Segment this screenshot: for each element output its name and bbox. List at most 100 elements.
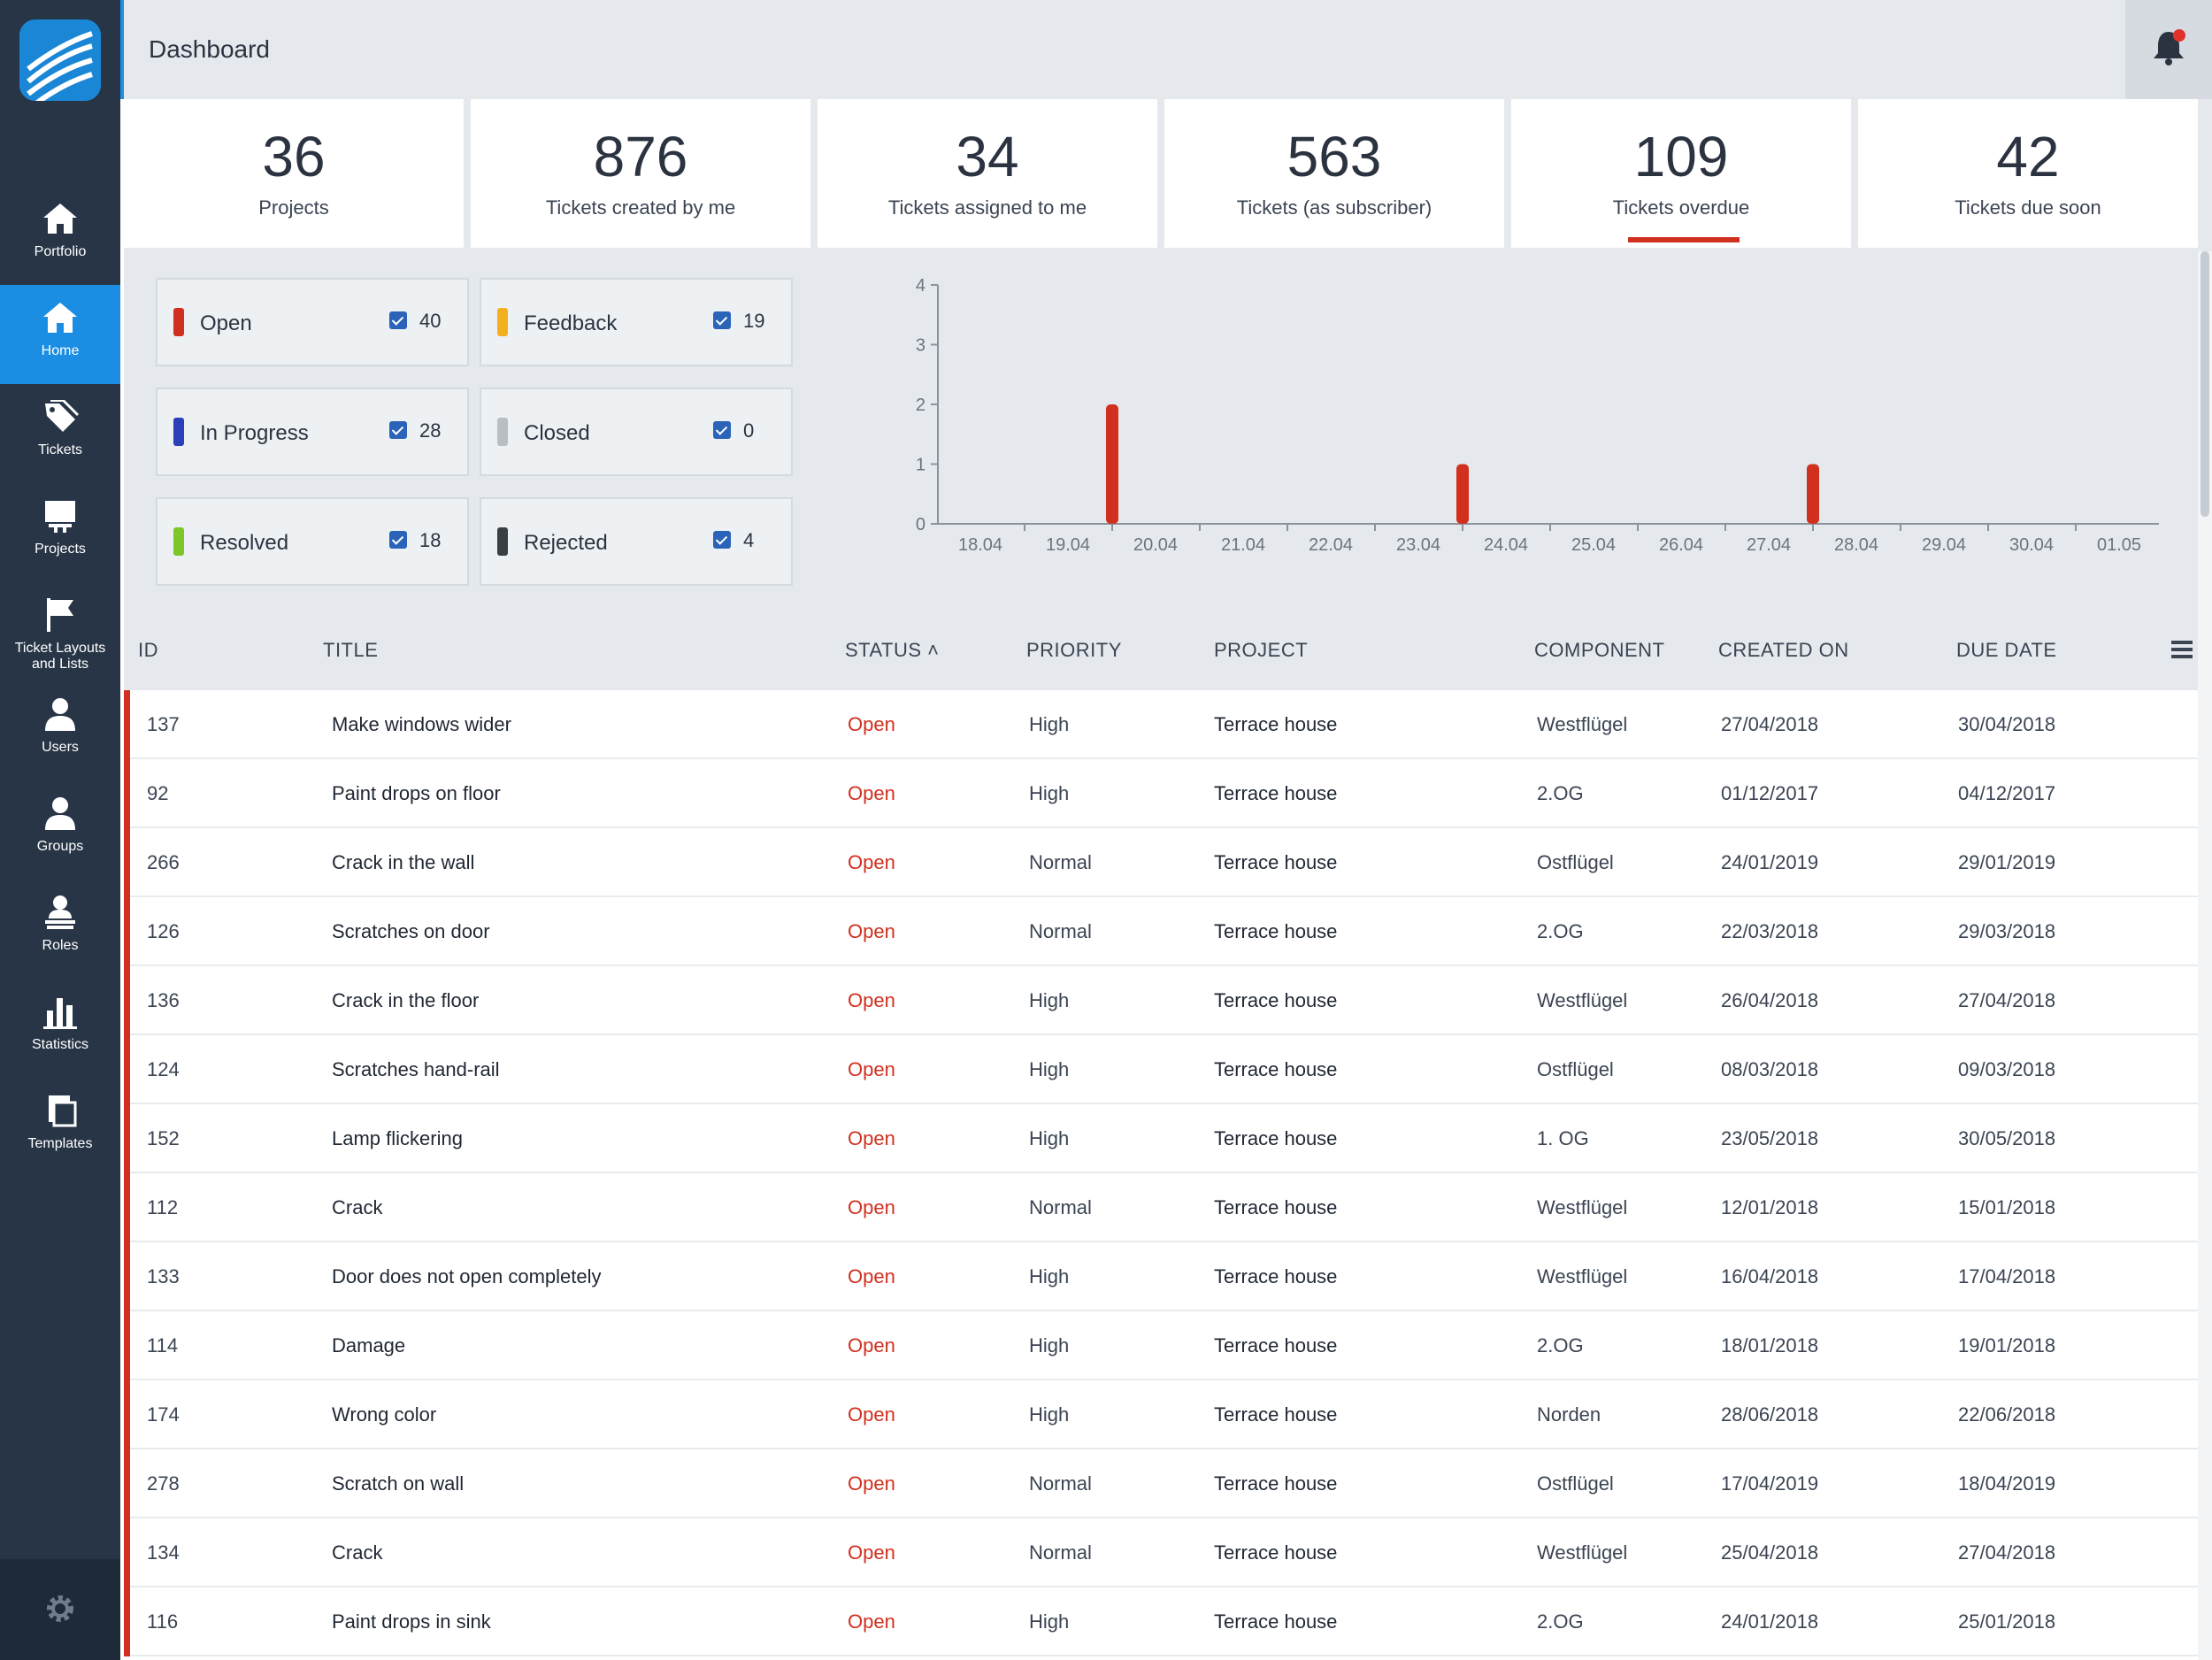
row-status-edge [124, 1587, 130, 1656]
scrollbar-thumb[interactable] [2200, 251, 2209, 517]
cell-created: 25/04/2018 [1721, 1541, 1819, 1564]
status-checkbox[interactable] [713, 531, 731, 549]
sidebar-item-templates[interactable]: Templates [0, 1078, 120, 1177]
sidebar-item-statistics[interactable]: Statistics [0, 979, 120, 1078]
status-checkbox[interactable] [389, 311, 407, 329]
cell-component: Westflügel [1537, 1196, 1628, 1218]
sidebar-item-projects[interactable]: Projects [0, 483, 120, 582]
gear-icon[interactable] [42, 1591, 78, 1626]
status-filter-in-progress[interactable]: In Progress 28 [156, 388, 469, 476]
cell-status: Open [848, 1334, 895, 1356]
user-icon [40, 694, 81, 734]
column-header-project[interactable]: PROJECT [1214, 639, 1309, 661]
table-row[interactable]: 92 Paint drops on floor Open High Terrace ho… [124, 759, 2198, 828]
table-row[interactable]: 136 Crack in the floor Open High Terrace hou… [124, 966, 2198, 1035]
y-tick-label: 3 [916, 336, 926, 356]
sidebar-item-portfolio[interactable]: Portfolio [0, 186, 120, 285]
status-count: 28 [419, 419, 442, 442]
sidebar-item-home[interactable]: Home [0, 285, 120, 384]
stat-tile-tickets-as-subscriber[interactable]: 563 Tickets (as subscriber) [1164, 99, 1504, 248]
cell-priority: High [1029, 1058, 1070, 1080]
app-logo[interactable] [19, 19, 101, 101]
table-row[interactable]: 116 Paint drops in sink Open High Terrace ho… [124, 1587, 2198, 1656]
status-name: In Progress [200, 421, 309, 445]
row-status-edge [124, 966, 130, 1035]
status-filter-closed[interactable]: Closed 0 [480, 388, 793, 476]
settings-area [0, 1559, 120, 1660]
sidebar-item-label: Home [41, 343, 80, 358]
cell-created: 08/03/2018 [1721, 1058, 1819, 1080]
table-row[interactable]: 152 Lamp flickering Open High Terrace house 1… [124, 1104, 2198, 1173]
table-row[interactable]: 137 Make windows wider Open High Terrace hou… [124, 690, 2198, 759]
column-header-status[interactable]: STATUS ˄ [845, 639, 940, 661]
stat-caption: Tickets created by me [545, 196, 736, 219]
scrollbar[interactable] [2198, 251, 2212, 1660]
row-status-edge [124, 828, 130, 897]
column-menu-icon[interactable] [2171, 641, 2193, 660]
stat-tile-tickets-due-soon[interactable]: 42 Tickets due soon [1858, 99, 2198, 248]
tickets-table: ID TITLE STATUS ˄ PRIORITY PROJECT COMPONENT C… [124, 605, 2198, 1660]
sidebar-item-roles[interactable]: Roles [0, 880, 120, 979]
cell-title: Crack [332, 1541, 383, 1564]
status-checkbox[interactable] [713, 421, 731, 439]
table-row[interactable]: 133 Door does not open completely Open High… [124, 1242, 2198, 1311]
notifications-button[interactable] [2125, 0, 2212, 99]
stat-tile-tickets-created-by-me[interactable]: 876 Tickets created by me [471, 99, 810, 248]
status-checkbox[interactable] [389, 531, 407, 549]
cell-priority: Normal [1029, 1472, 1092, 1495]
column-header-priority[interactable]: PRIORITY [1026, 639, 1122, 661]
column-header-id[interactable]: ID [138, 639, 158, 661]
x-tick-label: 24.04 [1484, 535, 1528, 555]
status-filter-feedback[interactable]: Feedback 19 [480, 278, 793, 366]
stat-tile-projects[interactable]: 36 Projects [124, 99, 464, 248]
chart-bar [1456, 464, 1469, 524]
sidebar-item-tickets[interactable]: Tickets [0, 384, 120, 483]
cell-due: 27/04/2018 [1958, 1541, 2056, 1564]
status-filter-resolved[interactable]: Resolved 18 [156, 497, 469, 586]
table-row[interactable]: 266 Crack in the wall Open Normal Terrace ho… [124, 828, 2198, 897]
status-checkbox[interactable] [713, 311, 731, 329]
sidebar-item-label: Templates [27, 1136, 93, 1151]
stat-tile-tickets-overdue[interactable]: 109 Tickets overdue [1511, 99, 1851, 248]
table-row[interactable]: 124 Scratches hand-rail Open High Terrace ho… [124, 1035, 2198, 1104]
column-header-component[interactable]: COMPONENT [1534, 639, 1665, 661]
cell-due: 29/03/2018 [1958, 920, 2056, 942]
sidebar-item-label: Groups [36, 839, 84, 854]
column-header-due-date[interactable]: DUE DATE [1956, 639, 2057, 661]
cell-title: Crack in the floor [332, 989, 480, 1011]
row-status-edge [124, 690, 130, 759]
row-status-edge [124, 1380, 130, 1449]
cell-priority: High [1029, 1265, 1070, 1287]
flag-icon [40, 595, 81, 635]
sidebar-item-label: Ticket Layouts and Lists [14, 641, 106, 672]
sidebar-item-groups[interactable]: Groups [0, 780, 120, 880]
cell-created: 01/12/2017 [1721, 782, 1819, 804]
status-filter-rejected[interactable]: Rejected 4 [480, 497, 793, 586]
status-checkbox[interactable] [389, 421, 407, 439]
template-icon [40, 1090, 81, 1131]
cell-due: 04/12/2017 [1958, 782, 2056, 804]
row-status-edge [124, 1311, 130, 1380]
sidebar-item-users[interactable]: Users [0, 681, 120, 780]
sidebar-item-ticket-layouts-and-lists[interactable]: Ticket Layouts and Lists [0, 582, 120, 681]
stat-caption: Tickets assigned to me [887, 196, 1087, 219]
y-tick-label: 1 [916, 456, 926, 475]
table-row[interactable]: 174 Wrong color Open High Terrace house Norde… [124, 1380, 2198, 1449]
table-row[interactable]: 278 Scratch on wall Open Normal Terrace hous… [124, 1449, 2198, 1518]
column-header-title[interactable]: TITLE [323, 639, 379, 661]
stat-value: 36 [262, 125, 326, 188]
status-count: 0 [743, 419, 755, 442]
table-row[interactable]: 134 Crack Open Normal Terrace house Westflüge… [124, 1518, 2198, 1587]
x-tick-label: 23.04 [1396, 535, 1440, 555]
table-row[interactable]: 112 Crack Open Normal Terrace house Westflüge… [124, 1173, 2198, 1242]
stat-caption: Tickets (as subscriber) [1236, 196, 1432, 219]
x-tick-label: 01.05 [2097, 535, 2141, 555]
stat-caption: Tickets overdue [1612, 196, 1750, 219]
table-row[interactable]: 126 Scratches on door Open Normal Terrace ho… [124, 897, 2198, 966]
stat-tile-tickets-assigned-to-me[interactable]: 34 Tickets assigned to me [818, 99, 1157, 248]
row-status-edge [124, 1035, 130, 1104]
status-filter-open[interactable]: Open 40 [156, 278, 469, 366]
status-color-marker [173, 308, 184, 336]
table-row[interactable]: 114 Damage Open High Terrace house 2.OG 18/01/… [124, 1311, 2198, 1380]
column-header-created-on[interactable]: CREATED ON [1718, 639, 1849, 661]
